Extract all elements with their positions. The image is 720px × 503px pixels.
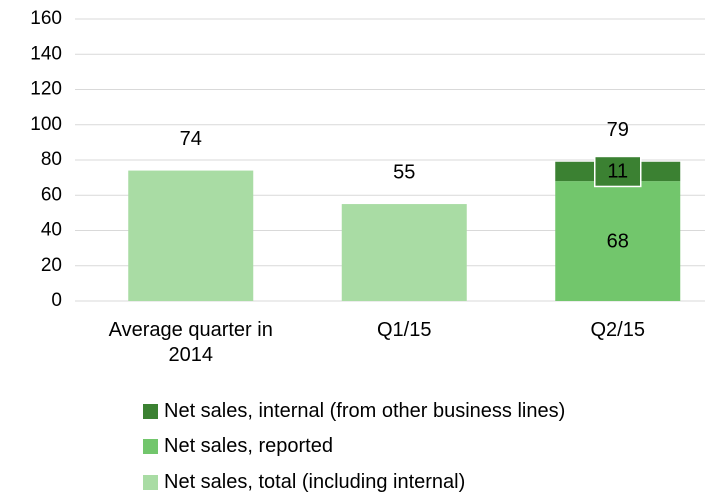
value-label-box <box>594 155 642 188</box>
value-label: 74 <box>180 128 202 150</box>
legend-label: Net sales, internal (from other business… <box>164 399 566 422</box>
y-tick-label: 40 <box>41 220 62 241</box>
y-tick-label: 20 <box>41 255 62 276</box>
legend-swatch <box>143 439 158 454</box>
value-label: 11 <box>607 161 628 183</box>
x-tick-label: Q1/15 <box>377 319 432 341</box>
total-label: 79 <box>607 119 629 141</box>
legend-item: Net sales, internal (from other business… <box>143 399 565 423</box>
y-tick-label: 120 <box>30 79 62 100</box>
y-tick-label: 100 <box>30 114 62 135</box>
y-tick-label: 80 <box>41 149 62 170</box>
legend-item: Net sales, reported <box>143 435 333 459</box>
y-tick-label: 60 <box>41 184 62 205</box>
legend-label: Net sales, reported <box>164 435 333 457</box>
legend-swatch <box>143 403 158 419</box>
y-tick-label: 140 <box>30 43 62 64</box>
value-label: 55 <box>393 161 415 183</box>
bar-segment <box>128 170 254 301</box>
x-tick-label: Average quarter in 2014 <box>108 319 273 366</box>
legend-label: Net sales, total (including internal) <box>164 470 466 493</box>
bar-segment <box>341 204 467 301</box>
bar-segment <box>555 181 681 301</box>
x-tick-label: Q2/15 <box>590 319 645 341</box>
value-label: 68 <box>607 230 629 252</box>
legend-swatch <box>143 474 158 490</box>
y-tick-label: 0 <box>51 290 62 311</box>
y-tick-label: 160 <box>30 8 62 29</box>
legend-item: Net sales, total (including internal) <box>143 470 465 494</box>
